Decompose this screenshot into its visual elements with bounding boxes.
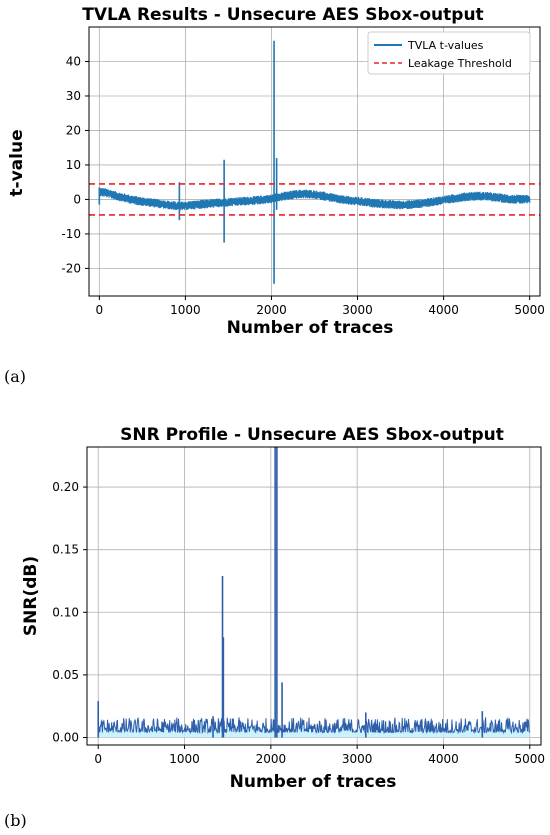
legend-label-threshold: Leakage Threshold	[408, 57, 512, 70]
snr-y-ticks: 0.00 0.05 0.10 0.15 0.20	[52, 480, 87, 744]
snr-axes-frame	[86, 446, 542, 746]
x-tick-label: 3000	[342, 752, 373, 766]
tvla-x-axis-label: Number of traces	[227, 318, 394, 338]
x-tick-label: 0	[94, 752, 102, 766]
tvla-chart-title: TVLA Results - Unsecure AES Sbox-output	[82, 5, 483, 25]
y-tick-label: 0.15	[52, 543, 79, 557]
snr-trace	[97, 717, 530, 735]
tvla-y-axis-label: t-value	[7, 129, 27, 196]
x-tick-label: 1000	[170, 303, 201, 317]
tvla-trace	[98, 188, 531, 211]
x-tick-label: 1000	[169, 752, 200, 766]
y-tick-label: 10	[66, 158, 81, 172]
tvla-grid	[89, 27, 540, 296]
x-tick-label: 0	[96, 303, 104, 317]
legend-box	[367, 31, 531, 75]
snr-chart: 0 1000 2000 3000 4000 5000 0.000.050.100.150.…	[21, 425, 545, 792]
tvla-legend: TVLA t-values Leakage Threshold	[367, 31, 531, 75]
y-tick-label: 0.10	[52, 605, 79, 619]
y-tick-label: 40	[66, 54, 81, 68]
tvla-axes-frame	[88, 26, 541, 297]
y-tick-label: 0.00	[52, 730, 79, 744]
panel-label-b: (b)	[4, 811, 27, 830]
x-tick-label: 4000	[428, 752, 459, 766]
y-tick-label: 0	[73, 192, 81, 206]
y-tick-label: -10	[61, 227, 81, 241]
x-tick-label: 5000	[514, 303, 545, 317]
y-tick-label: -20	[61, 261, 81, 275]
snr-x-axis-label: Number of traces	[230, 772, 397, 792]
y-tick-label: 0.20	[52, 480, 79, 494]
tvla-series	[89, 40, 540, 284]
x-tick-label: 2000	[256, 303, 287, 317]
tvla-x-ticks: 0 1000 2000 3000 4000 5000	[96, 296, 545, 317]
snr-series	[97, 447, 530, 738]
snr-x-ticks: 0 1000 2000 3000 4000 5000	[94, 745, 545, 766]
snr-plot-area	[87, 447, 541, 745]
x-tick-label: 5000	[515, 752, 546, 766]
x-tick-label: 3000	[342, 303, 373, 317]
x-tick-label: 4000	[428, 303, 459, 317]
snr-y-axis-label: SNR(dB)	[21, 556, 41, 636]
y-tick-label: 20	[66, 123, 81, 137]
panel-label-a: (a)	[4, 367, 26, 386]
legend-label-tvla: TVLA t-values	[407, 39, 484, 52]
y-tick-label: 0.05	[52, 668, 79, 682]
x-tick-label: 2000	[256, 752, 287, 766]
snr-chart-title: SNR Profile - Unsecure AES Sbox-output	[120, 425, 504, 445]
y-tick-label: 30	[66, 89, 81, 103]
tvla-chart: 0 1000 2000 3000 4000 5000 -20 -10 0 10 20 30 40 TV…	[7, 5, 545, 338]
tvla-y-ticks: -20 -10 0 10 20 30 40	[61, 54, 89, 275]
